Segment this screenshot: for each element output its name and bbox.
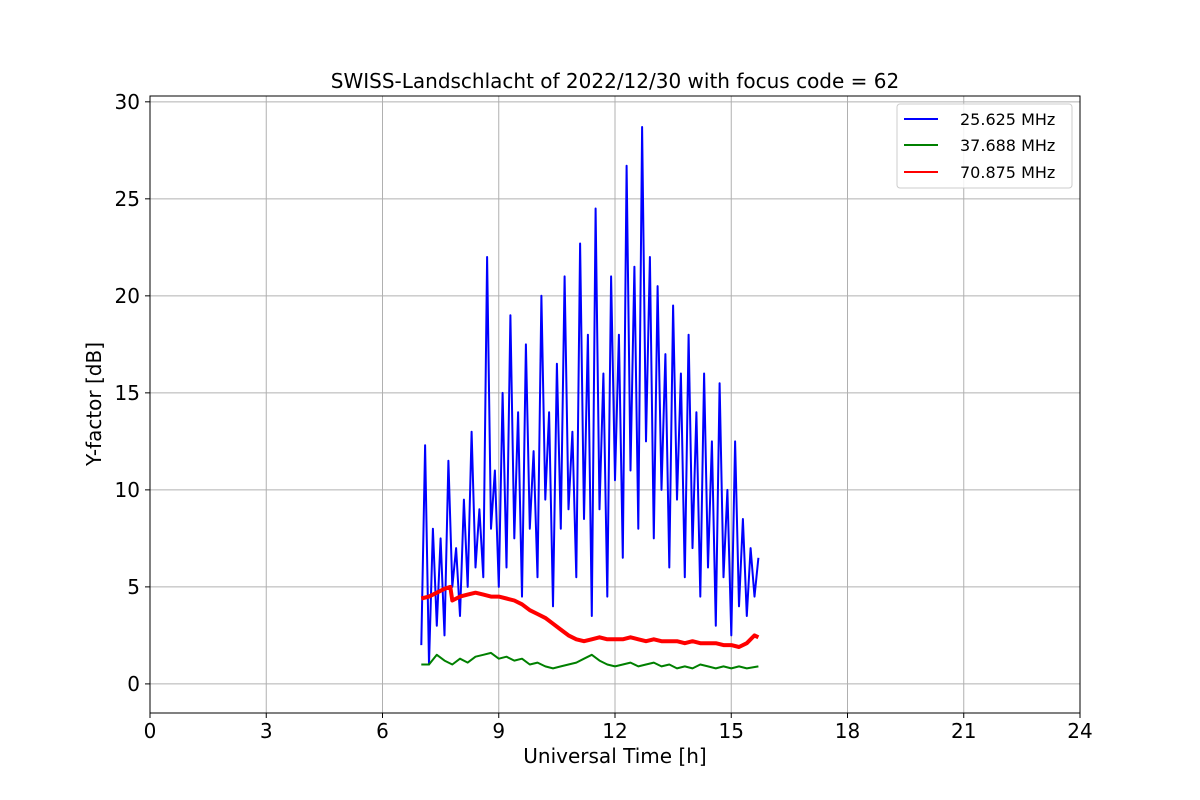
x-axis: 0 3 6 9 12 15 18 21 24 [144,713,1093,743]
y-tick-label: 20 [115,284,140,308]
legend: 25.625 MHz 37.688 MHz 70.875 MHz [896,103,1073,189]
chart-title: SWISS-Landschlacht of 2022/12/30 with fo… [331,69,899,93]
x-tick-label: 15 [719,719,744,743]
legend-label-25-625: 25.625 MHz [960,110,1055,129]
y-axis: 0 5 10 15 20 25 30 [115,90,150,696]
series-layer [420,126,760,670]
y-tick-label: 25 [115,187,140,211]
y-axis-label: Y-factor [dB] [82,342,106,467]
y-tick-label: 30 [115,90,140,114]
x-tick-label: 0 [144,719,157,743]
y-tick-label: 5 [127,575,140,599]
x-tick-label: 24 [1067,719,1092,743]
x-tick-label: 9 [492,719,505,743]
x-tick-label: 21 [951,719,976,743]
x-tick-label: 12 [602,719,627,743]
y-tick-label: 10 [115,478,140,502]
legend-label-37-688: 37.688 MHz [960,136,1055,155]
y-tick-label: 0 [127,672,140,696]
series-line-37-688-mhz [421,651,759,670]
series-line-70-875-mhz [420,584,760,649]
series-line-25-625-mhz [420,126,760,666]
x-tick-label: 6 [376,719,389,743]
legend-box [896,103,1073,189]
legend-label-70-875: 70.875 MHz [960,163,1055,182]
x-axis-label: Universal Time [h] [523,744,706,768]
x-tick-label: 18 [835,719,860,743]
y-tick-label: 15 [115,381,140,405]
x-tick-label: 3 [260,719,273,743]
